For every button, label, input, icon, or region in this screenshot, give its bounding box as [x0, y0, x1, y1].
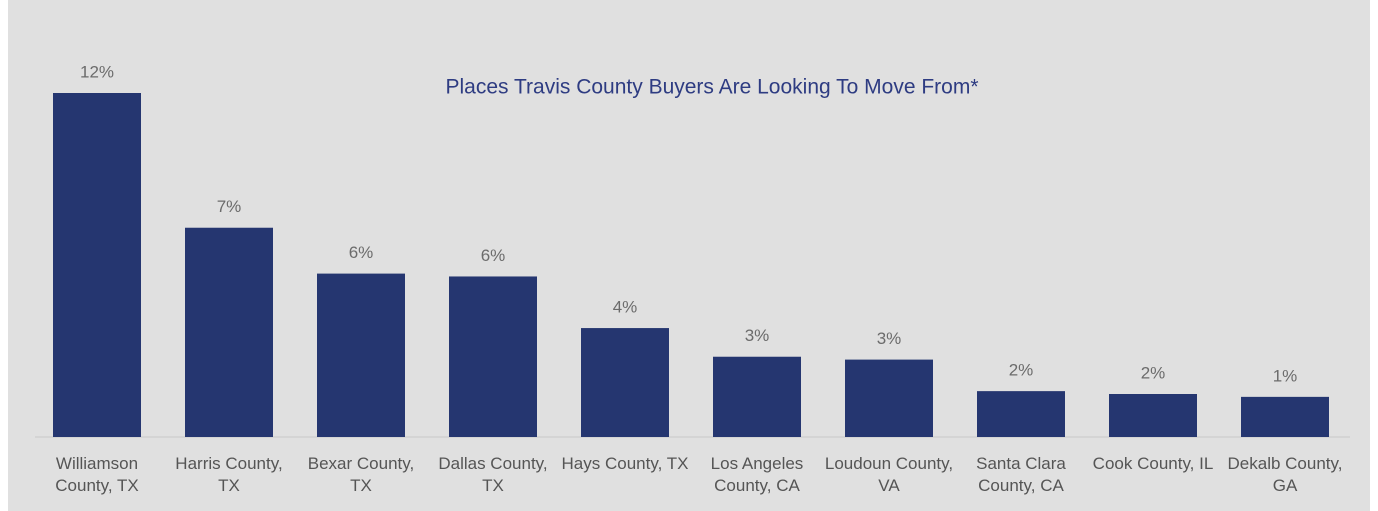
data-label: 6% [481, 246, 506, 265]
bar [53, 93, 141, 437]
x-tick-label: Loudoun County, VA [824, 454, 954, 495]
x-tick-label: Dallas County, TX [438, 454, 548, 495]
bar [977, 391, 1065, 437]
chart-title: Places Travis County Buyers Are Looking … [445, 76, 978, 99]
x-tick-label: Hays County, TX [561, 454, 689, 473]
data-label: 3% [877, 329, 902, 348]
x-tick-label: Williamson County, TX [55, 454, 139, 495]
bar [185, 227, 273, 437]
bar [845, 359, 933, 437]
x-tick-label: Harris County, TX [175, 454, 283, 495]
data-label: 12% [80, 62, 114, 81]
data-label: 6% [349, 243, 374, 262]
data-label: 3% [745, 326, 770, 345]
data-label: 7% [217, 197, 242, 216]
x-tick-label: Los Angeles County, CA [710, 454, 804, 495]
bar [317, 273, 405, 437]
data-label: 1% [1273, 366, 1298, 385]
data-label: 4% [613, 298, 638, 317]
bar [1241, 396, 1329, 437]
x-tick-label: Dekalb County, GA [1227, 454, 1343, 495]
data-label: 2% [1141, 363, 1166, 382]
bar [449, 276, 537, 437]
x-tick-label: Santa Clara County, CA [976, 454, 1066, 495]
bar [713, 356, 801, 437]
data-label: 2% [1009, 361, 1034, 380]
bar [581, 328, 669, 437]
bar [1109, 394, 1197, 437]
x-tick-label: Bexar County, TX [307, 454, 415, 495]
x-tick-label: Cook County, IL [1092, 454, 1214, 473]
